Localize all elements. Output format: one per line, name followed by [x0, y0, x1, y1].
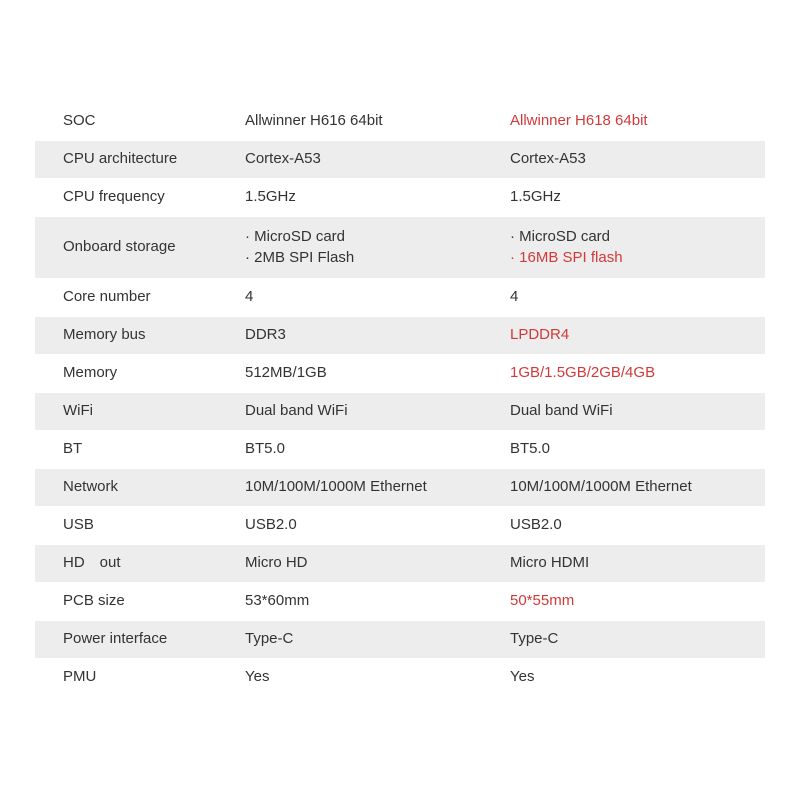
- table-row: HD outMicro HDMicro HDMI: [35, 545, 765, 583]
- row-value-col1: BT5.0: [235, 431, 500, 467]
- row-label: Power interface: [35, 621, 235, 657]
- table-row: CPU architectureCortex-A53Cortex-A53: [35, 141, 765, 179]
- row-value-col2: Micro HDMI: [500, 545, 765, 581]
- table-row: Onboard storage· MicroSD card· 2MB SPI F…: [35, 217, 765, 279]
- row-value-col1: Yes: [235, 659, 500, 695]
- cell-line: · 16MB SPI flash: [510, 248, 755, 268]
- spec-comparison-table: SOCAllwinner H616 64bitAllwinner H618 64…: [35, 103, 765, 697]
- table-row: Memory512MB/1GB1GB/1.5GB/2GB/4GB: [35, 355, 765, 393]
- row-label: BT: [35, 431, 235, 467]
- row-value-col1: 4: [235, 279, 500, 315]
- row-value-col1: Type-C: [235, 621, 500, 657]
- table-row: BTBT5.0BT5.0: [35, 431, 765, 469]
- table-row: WiFiDual band WiFiDual band WiFi: [35, 393, 765, 431]
- row-value-col2: 1GB/1.5GB/2GB/4GB: [500, 355, 765, 391]
- row-value-col1: USB2.0: [235, 507, 500, 543]
- row-value-col2: Yes: [500, 659, 765, 695]
- row-value-col1: · MicroSD card· 2MB SPI Flash: [235, 219, 500, 276]
- row-value-col2: Type-C: [500, 621, 765, 657]
- row-value-col2: 10M/100M/1000M Ethernet: [500, 469, 765, 505]
- row-value-col2: 4: [500, 279, 765, 315]
- row-value-col1: 512MB/1GB: [235, 355, 500, 391]
- cell-line: · MicroSD card: [245, 227, 490, 247]
- table-row: PMUYesYes: [35, 659, 765, 697]
- row-value-col2: LPDDR4: [500, 317, 765, 353]
- row-value-col2: 50*55mm: [500, 583, 765, 619]
- row-label: Core number: [35, 279, 235, 315]
- row-label: Memory bus: [35, 317, 235, 353]
- row-label: Network: [35, 469, 235, 505]
- row-label: WiFi: [35, 393, 235, 429]
- table-row: SOCAllwinner H616 64bitAllwinner H618 64…: [35, 103, 765, 141]
- table-row: PCB size53*60mm50*55mm: [35, 583, 765, 621]
- row-label: PMU: [35, 659, 235, 695]
- row-value-col2: BT5.0: [500, 431, 765, 467]
- row-value-col1: Micro HD: [235, 545, 500, 581]
- row-value-col1: Dual band WiFi: [235, 393, 500, 429]
- table-row: CPU frequency1.5GHz1.5GHz: [35, 179, 765, 217]
- row-value-col2: Allwinner H618 64bit: [500, 103, 765, 139]
- row-value-col2: Cortex-A53: [500, 141, 765, 177]
- row-value-col2: Dual band WiFi: [500, 393, 765, 429]
- row-value-col1: 1.5GHz: [235, 179, 500, 215]
- row-label: Onboard storage: [35, 229, 235, 265]
- row-label: Memory: [35, 355, 235, 391]
- table-row: Memory busDDR3LPDDR4: [35, 317, 765, 355]
- row-label: CPU architecture: [35, 141, 235, 177]
- table-row: USBUSB2.0USB2.0: [35, 507, 765, 545]
- row-label: HD out: [35, 545, 235, 581]
- row-label: USB: [35, 507, 235, 543]
- table-row: Power interfaceType-CType-C: [35, 621, 765, 659]
- row-label: CPU frequency: [35, 179, 235, 215]
- row-value-col1: 10M/100M/1000M Ethernet: [235, 469, 500, 505]
- row-value-col2: USB2.0: [500, 507, 765, 543]
- row-label: SOC: [35, 103, 235, 139]
- row-value-col2: 1.5GHz: [500, 179, 765, 215]
- table-row: Network10M/100M/1000M Ethernet10M/100M/1…: [35, 469, 765, 507]
- row-value-col2: · MicroSD card· 16MB SPI flash: [500, 219, 765, 276]
- row-value-col1: Allwinner H616 64bit: [235, 103, 500, 139]
- row-value-col1: Cortex-A53: [235, 141, 500, 177]
- cell-line: · 2MB SPI Flash: [245, 248, 490, 268]
- table-row: Core number44: [35, 279, 765, 317]
- row-label: PCB size: [35, 583, 235, 619]
- row-value-col1: 53*60mm: [235, 583, 500, 619]
- cell-line: · MicroSD card: [510, 227, 755, 247]
- row-value-col1: DDR3: [235, 317, 500, 353]
